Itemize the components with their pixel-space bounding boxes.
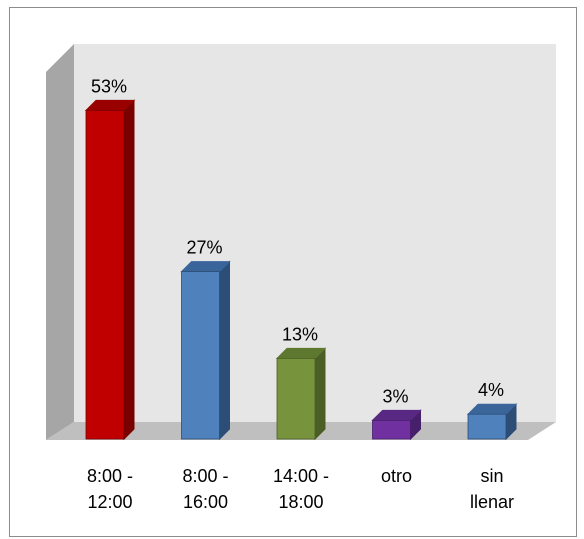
bar-4 xyxy=(466,402,518,441)
chart-data-labels: 53% 27% 13% 3% 4% xyxy=(91,76,504,406)
bar-side xyxy=(314,347,326,441)
category-label: 14:00 - xyxy=(273,466,329,486)
category-label: sin xyxy=(480,466,503,486)
chart-bars xyxy=(84,99,518,441)
bar-2 xyxy=(275,347,327,441)
data-label: 27% xyxy=(186,238,222,258)
chart-frame: 53% 27% 13% 3% 4% 8:00 - 12:00 8:00 - 16:00 14:0… xyxy=(9,7,577,537)
chart-category-labels: 8:00 - 12:00 8:00 - 16:00 14:00 - 18:00 otro si… xyxy=(87,466,514,512)
bar-front xyxy=(85,110,125,440)
category-label: llenar xyxy=(470,492,514,512)
category-label: 16:00 xyxy=(183,492,228,512)
bar-front xyxy=(467,413,507,440)
bar-3 xyxy=(371,409,422,441)
category-label: 8:00 - xyxy=(182,466,228,486)
bar-front xyxy=(372,419,411,440)
data-label: 13% xyxy=(282,324,318,344)
bar-side xyxy=(123,99,135,441)
bar-chart: 53% 27% 13% 3% 4% 8:00 - 12:00 8:00 - 16:00 14:0… xyxy=(46,44,556,512)
bar-side xyxy=(219,260,230,441)
bar-front xyxy=(181,271,220,440)
bar-0 xyxy=(84,99,136,441)
bar-front xyxy=(276,357,316,440)
data-label: 4% xyxy=(478,380,504,400)
category-label: 8:00 - xyxy=(87,466,133,486)
category-label: otro xyxy=(381,466,412,486)
category-label: 12:00 xyxy=(87,492,132,512)
side-wall xyxy=(46,44,74,440)
data-label: 53% xyxy=(91,76,127,96)
data-label: 3% xyxy=(382,386,408,406)
category-label: 18:00 xyxy=(278,492,323,512)
bar-1 xyxy=(180,260,231,441)
